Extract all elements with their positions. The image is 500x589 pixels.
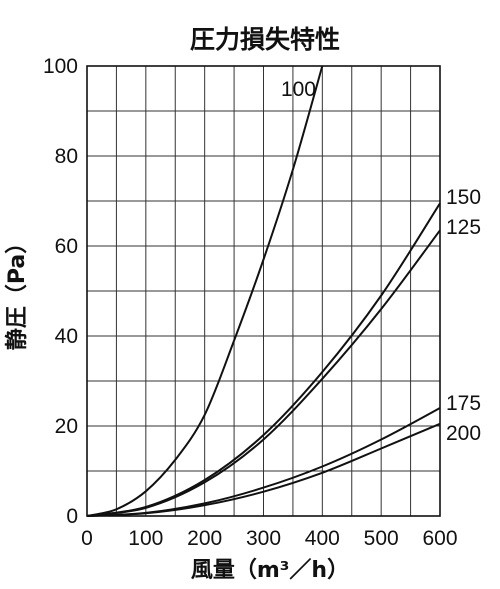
x-axis-label: 風量（m³／h）: [191, 558, 349, 583]
x-tick-label: 300: [246, 527, 281, 550]
y-tick-label: 100: [43, 55, 78, 78]
y-tick-label: 0: [66, 505, 78, 528]
y-tick-label: 20: [55, 415, 78, 438]
y-tick-label: 80: [55, 145, 78, 168]
series-line-200: [86, 422, 441, 517]
x-tick-labels: 0 100 200 300 400 500 600: [81, 527, 457, 550]
y-tick-labels: 0 20 40 60 80 100: [43, 55, 78, 528]
x-tick-label: 0: [81, 527, 93, 550]
plot-frame: [86, 65, 441, 517]
y-tick-label: 60: [55, 235, 78, 258]
series-label-200: 200: [446, 422, 481, 445]
x-tick-label: 200: [187, 527, 222, 550]
chart-title: 圧力損失特性: [190, 25, 340, 54]
x-tick-label: 500: [364, 527, 399, 550]
data-curves: [86, 65, 441, 517]
series-label-150: 150: [446, 186, 481, 209]
series-line-125: [86, 229, 441, 517]
grid: [87, 66, 440, 516]
series-line-100: [86, 65, 324, 517]
x-tick-label: 400: [305, 527, 340, 550]
y-tick-label: 40: [55, 325, 78, 348]
series-label-100: 100: [281, 78, 316, 101]
x-tick-label: 600: [422, 527, 457, 550]
series-label-125: 125: [446, 216, 481, 239]
x-tick-label: 100: [128, 527, 163, 550]
series-label-175: 175: [446, 392, 481, 415]
y-axis-label: 静圧（Pa）: [4, 232, 30, 350]
series-labels: 100 150 125 175 200: [281, 78, 481, 445]
